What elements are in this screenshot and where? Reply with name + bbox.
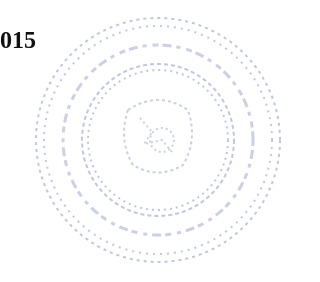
document-number: 015 bbox=[0, 28, 36, 55]
outer-ring bbox=[36, 18, 280, 262]
emblem-shape bbox=[124, 100, 192, 173]
stamp-lettering bbox=[63, 45, 253, 235]
outer-ring-inner bbox=[44, 26, 272, 254]
emblem-detail bbox=[140, 118, 172, 152]
inner-ring-inner bbox=[88, 70, 228, 210]
stamp-rings bbox=[36, 18, 280, 262]
stamp bbox=[0, 0, 284, 282]
lettering-band bbox=[63, 45, 253, 235]
page: {"document": {"text": "015"}} 015 (() =>… bbox=[0, 0, 284, 282]
stamp-emblem bbox=[124, 100, 192, 173]
inner-ring bbox=[82, 64, 234, 216]
